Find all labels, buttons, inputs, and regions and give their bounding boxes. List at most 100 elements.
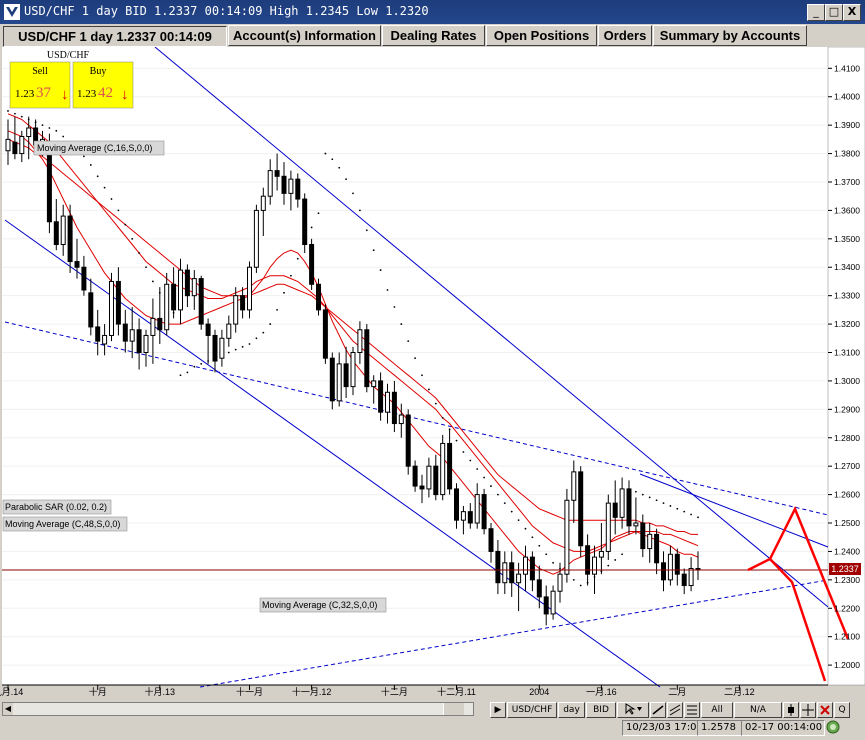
sar-dot (55, 129, 58, 132)
candle-body-up (247, 266, 252, 311)
candle-body-down (198, 278, 204, 325)
y-tick-label: 1.3200 (834, 319, 860, 329)
candle (378, 372, 384, 421)
sar-dot (421, 374, 423, 377)
candle (488, 523, 494, 563)
ma32-line (7, 113, 699, 552)
candle-body-up (598, 550, 604, 558)
candle-body-up (592, 556, 597, 575)
all-button[interactable]: All (701, 702, 733, 718)
sar-dot (283, 291, 285, 294)
scrollbar-left-arrow-icon[interactable]: ◀ (3, 703, 13, 715)
crosshair-button[interactable] (800, 702, 816, 718)
price-axis[interactable] (827, 47, 865, 686)
indicator-label-sar[interactable]: Parabolic SAR (0.02, 0.2) (2, 499, 112, 515)
delete-button[interactable] (817, 702, 833, 718)
line-tool-button[interactable] (650, 702, 666, 718)
candle (178, 258, 183, 325)
sar-dot (393, 306, 396, 308)
candle (529, 551, 535, 592)
tab-summary-by-accounts[interactable]: Summary by Accounts (653, 25, 807, 46)
tab-orders[interactable]: Orders (598, 25, 652, 46)
candle-body-down (322, 309, 328, 359)
sar-dot (296, 257, 299, 260)
candle (405, 409, 411, 475)
candle-body-down (122, 323, 128, 342)
candle-body-up (336, 363, 342, 402)
period-button[interactable]: day (558, 702, 585, 718)
candle-body-down (585, 545, 591, 575)
buy-box[interactable] (72, 61, 134, 109)
sar-dot (117, 209, 120, 212)
candle (357, 321, 363, 364)
candle-body-down (281, 175, 287, 194)
forecast-projection (747, 505, 850, 682)
candle (509, 551, 515, 597)
na-button[interactable]: N/A (734, 702, 782, 718)
tab-account-information[interactable]: Account(s) Information (228, 25, 381, 46)
fibonacci-icon (687, 705, 697, 715)
horizontal-scrollbar[interactable]: ◀ (2, 702, 474, 716)
candle-body-up (474, 494, 480, 524)
candle-body-down (488, 528, 494, 552)
candle-body-up (633, 522, 639, 527)
candle (398, 403, 404, 438)
candle-body-up (288, 178, 294, 194)
candle-body-up (398, 414, 404, 425)
y-tick-label: 1.3400 (834, 262, 860, 272)
tab-open-positions[interactable]: Open Positions (486, 25, 597, 46)
candle-body-up (253, 209, 259, 268)
sar-dot (359, 209, 361, 212)
indicator-label-ma32[interactable]: Moving Average (C,32,S,0,0) (259, 597, 387, 613)
candle (481, 488, 487, 535)
scroll-right-button[interactable]: ▶ (490, 702, 506, 718)
candle (605, 494, 611, 560)
candle-body-down (695, 567, 701, 570)
sar-dot (365, 229, 368, 232)
tab-dealing-rates[interactable]: Dealing Rates (382, 25, 485, 46)
sar-dot (462, 451, 465, 453)
sar-dot (428, 388, 430, 391)
candle-body-up (571, 471, 577, 501)
candle (433, 454, 439, 501)
candle-body-down (88, 292, 94, 328)
maximize-button[interactable]: □ (825, 4, 843, 21)
candle-body-down (274, 170, 280, 177)
symbol-button[interactable]: USD/CHF (507, 702, 557, 718)
indicator-label-ma48[interactable]: Moving Average (C,48,S,0,0) (2, 516, 128, 532)
sar-dot (690, 513, 692, 516)
candle (440, 434, 446, 501)
sar-dot (483, 476, 485, 479)
fibonacci-tool-button[interactable] (684, 702, 700, 718)
candle-body-up (102, 334, 108, 345)
candle (143, 329, 149, 367)
candle-body-down (378, 380, 384, 413)
candle (688, 557, 694, 592)
sar-dot (89, 164, 92, 166)
candle-body-up (564, 499, 570, 575)
candle-body-up (191, 278, 197, 297)
candle-body-up (385, 391, 390, 413)
price-type-button[interactable]: BID (586, 702, 616, 718)
candle-body-down (309, 244, 315, 285)
candle-type-button[interactable] (783, 702, 799, 718)
indicator-label-ma16[interactable]: Moving Average (C,16,S,0,0) (33, 140, 165, 156)
cursor-tool-button[interactable] (617, 702, 649, 718)
price-chart[interactable]: 1.4100 1.4000 1.3900 1.3800 1.3700 1.3600 1.35… (0, 47, 865, 697)
candlesticks[interactable] (5, 116, 701, 626)
tab-chart[interactable]: USD/CHF 1 day 1.2337 00:14:09 (3, 26, 227, 47)
scrollbar-thumb[interactable] (443, 703, 464, 715)
sell-box[interactable] (9, 61, 71, 109)
minimize-button[interactable]: _ (807, 4, 825, 21)
close-button[interactable]: X (843, 4, 861, 21)
channel-tool-button[interactable] (667, 702, 683, 718)
sar-dot (503, 502, 506, 505)
candle (219, 329, 225, 367)
candle (412, 460, 418, 492)
y-tick-label: 1.2700 (834, 461, 860, 471)
candle (495, 540, 501, 595)
candle (571, 460, 577, 524)
candle (19, 130, 25, 163)
candle-body-down (626, 488, 632, 527)
zoom-button[interactable]: Q (834, 702, 850, 718)
